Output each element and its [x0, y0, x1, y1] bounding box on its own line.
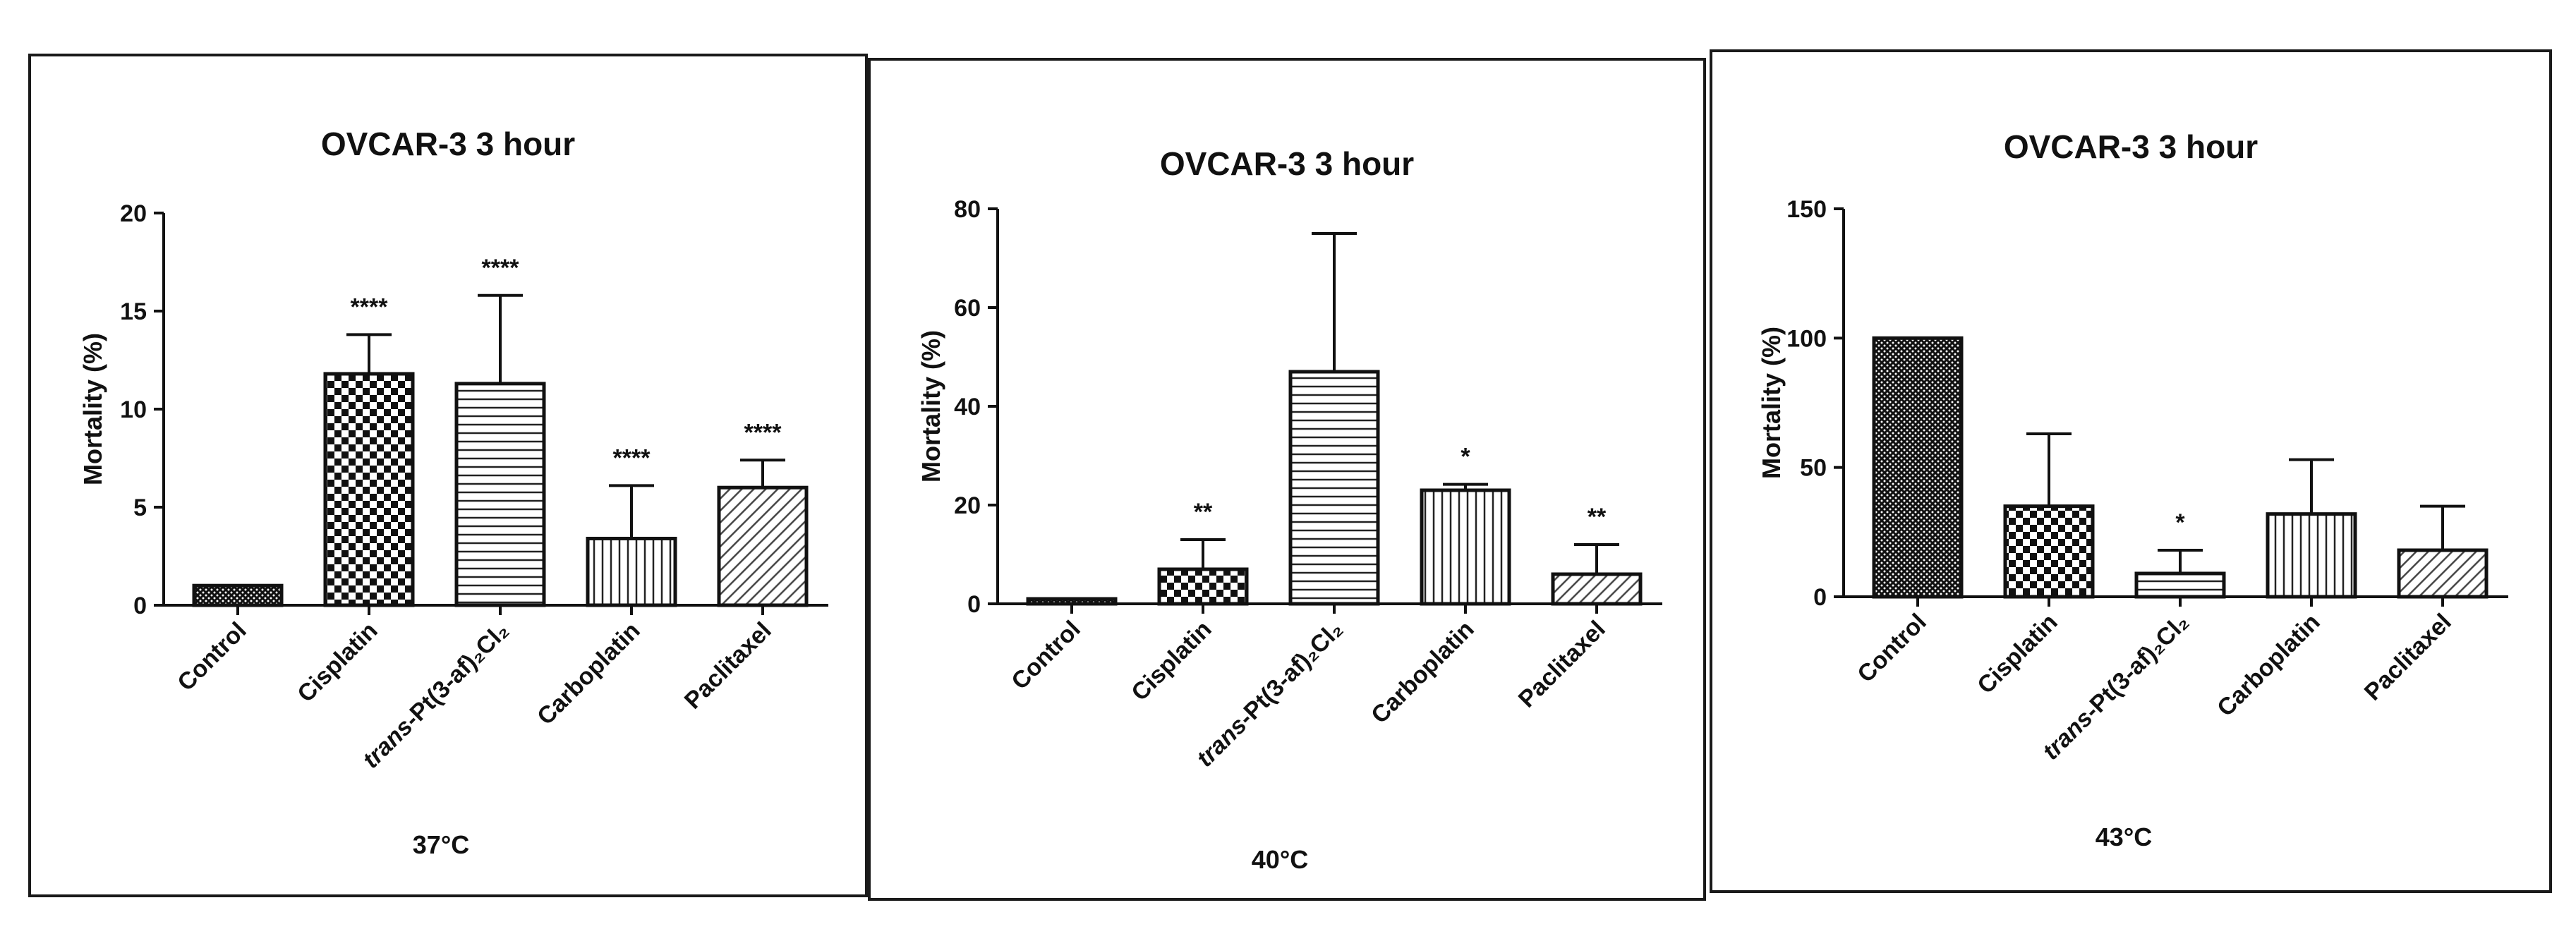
bar	[1288, 370, 1380, 606]
chart-title: OVCAR-3 3 hour	[1160, 145, 1414, 182]
y-axis-label: Mortality (%)	[78, 333, 107, 485]
y-tick-label: 20	[954, 492, 981, 519]
chart-svg-37c: OVCAR-3 3 hour Mortality (%) 0 5 10 15 20 Contr…	[78, 126, 828, 859]
bar	[1872, 336, 1964, 599]
x-tick-label: Cisplatin	[1972, 609, 2062, 699]
bar	[2266, 512, 2357, 599]
bar	[2134, 571, 2226, 599]
chart-svg-43c: OVCAR-3 3 hour Mortality (%) 0 50 100 150 Cont…	[1757, 128, 2508, 851]
y-tick-label: 0	[967, 591, 981, 618]
temperature-label: 40°C	[1252, 845, 1308, 874]
bar	[1551, 572, 1643, 606]
y-tick-label: 15	[120, 298, 147, 325]
temperature-label: 37°C	[413, 830, 469, 859]
y-tick-label: 100	[1786, 325, 1827, 352]
chart-title: OVCAR-3 3 hour	[321, 126, 575, 162]
chart-svg-40c: OVCAR-3 3 hour Mortality (%) 0 20 40 60 80 Cont…	[917, 145, 1662, 874]
bar	[2397, 548, 2489, 599]
y-axis-label: Mortality (%)	[917, 330, 945, 482]
significance-label: ****	[744, 419, 782, 446]
y-tick-label: 50	[1800, 455, 1827, 482]
significance-label: *	[2175, 509, 2185, 536]
x-tick-label: Control	[172, 617, 251, 696]
y-tick-label: 60	[954, 295, 981, 322]
x-tick-label: Paclitaxel	[1513, 616, 1611, 713]
x-tick-label: Carboplatin	[532, 617, 645, 730]
y-tick-label: 20	[120, 200, 147, 227]
significance-label: *	[1461, 444, 1470, 470]
temperature-label: 43°C	[2096, 822, 2152, 851]
x-tick-label: Carboplatin	[2212, 609, 2325, 722]
bar	[1420, 488, 1511, 606]
significance-label: **	[1588, 504, 1607, 530]
bar	[192, 583, 284, 607]
y-tick-label: 10	[120, 396, 147, 423]
bar	[454, 382, 546, 607]
x-tick-label: Carboplatin	[1366, 616, 1479, 729]
chart-panel-40c: OVCAR-3 3 hour Mortality (%) 0 20 40 60 80 Cont…	[868, 58, 1706, 901]
x-tick-label: Cisplatin	[1126, 616, 1216, 706]
y-axis-label: Mortality (%)	[1757, 327, 1786, 479]
x-tick-label: Control	[1852, 609, 1931, 688]
x-tick-label: Cisplatin	[292, 617, 382, 708]
x-tick-label: Paclitaxel	[2359, 609, 2457, 706]
x-tick-label: trans-Pt(3-af)₂Cl₂	[1192, 616, 1348, 772]
significance-label: ****	[351, 293, 389, 320]
bar	[1026, 597, 1118, 606]
y-tick-label: 0	[133, 593, 147, 619]
x-tick-label: trans-Pt(3-af)₂Cl₂	[2038, 609, 2194, 765]
y-tick-label: 80	[954, 196, 981, 223]
bar	[586, 536, 677, 607]
bar	[717, 485, 809, 607]
significance-label: ****	[613, 444, 651, 471]
bar	[2003, 504, 2095, 599]
x-tick-label: Paclitaxel	[679, 617, 777, 715]
significance-label: ****	[482, 255, 520, 281]
chart-panel-37c: OVCAR-3 3 hour Mortality (%) 0 5 10 15 20 Contr…	[28, 54, 868, 897]
y-tick-label: 150	[1786, 196, 1827, 223]
y-tick-label: 5	[133, 494, 147, 521]
bar	[323, 372, 415, 607]
chart-panel-43c: OVCAR-3 3 hour Mortality (%) 0 50 100 150 Cont…	[1710, 49, 2552, 893]
x-tick-label: Control	[1006, 616, 1085, 695]
chart-title: OVCAR-3 3 hour	[2004, 128, 2258, 165]
y-tick-label: 40	[954, 394, 981, 420]
y-tick-label: 0	[1813, 584, 1827, 611]
x-tick-label: trans-Pt(3-af)₂Cl₂	[358, 617, 514, 774]
significance-label: **	[1194, 499, 1213, 526]
bar	[1157, 567, 1249, 606]
